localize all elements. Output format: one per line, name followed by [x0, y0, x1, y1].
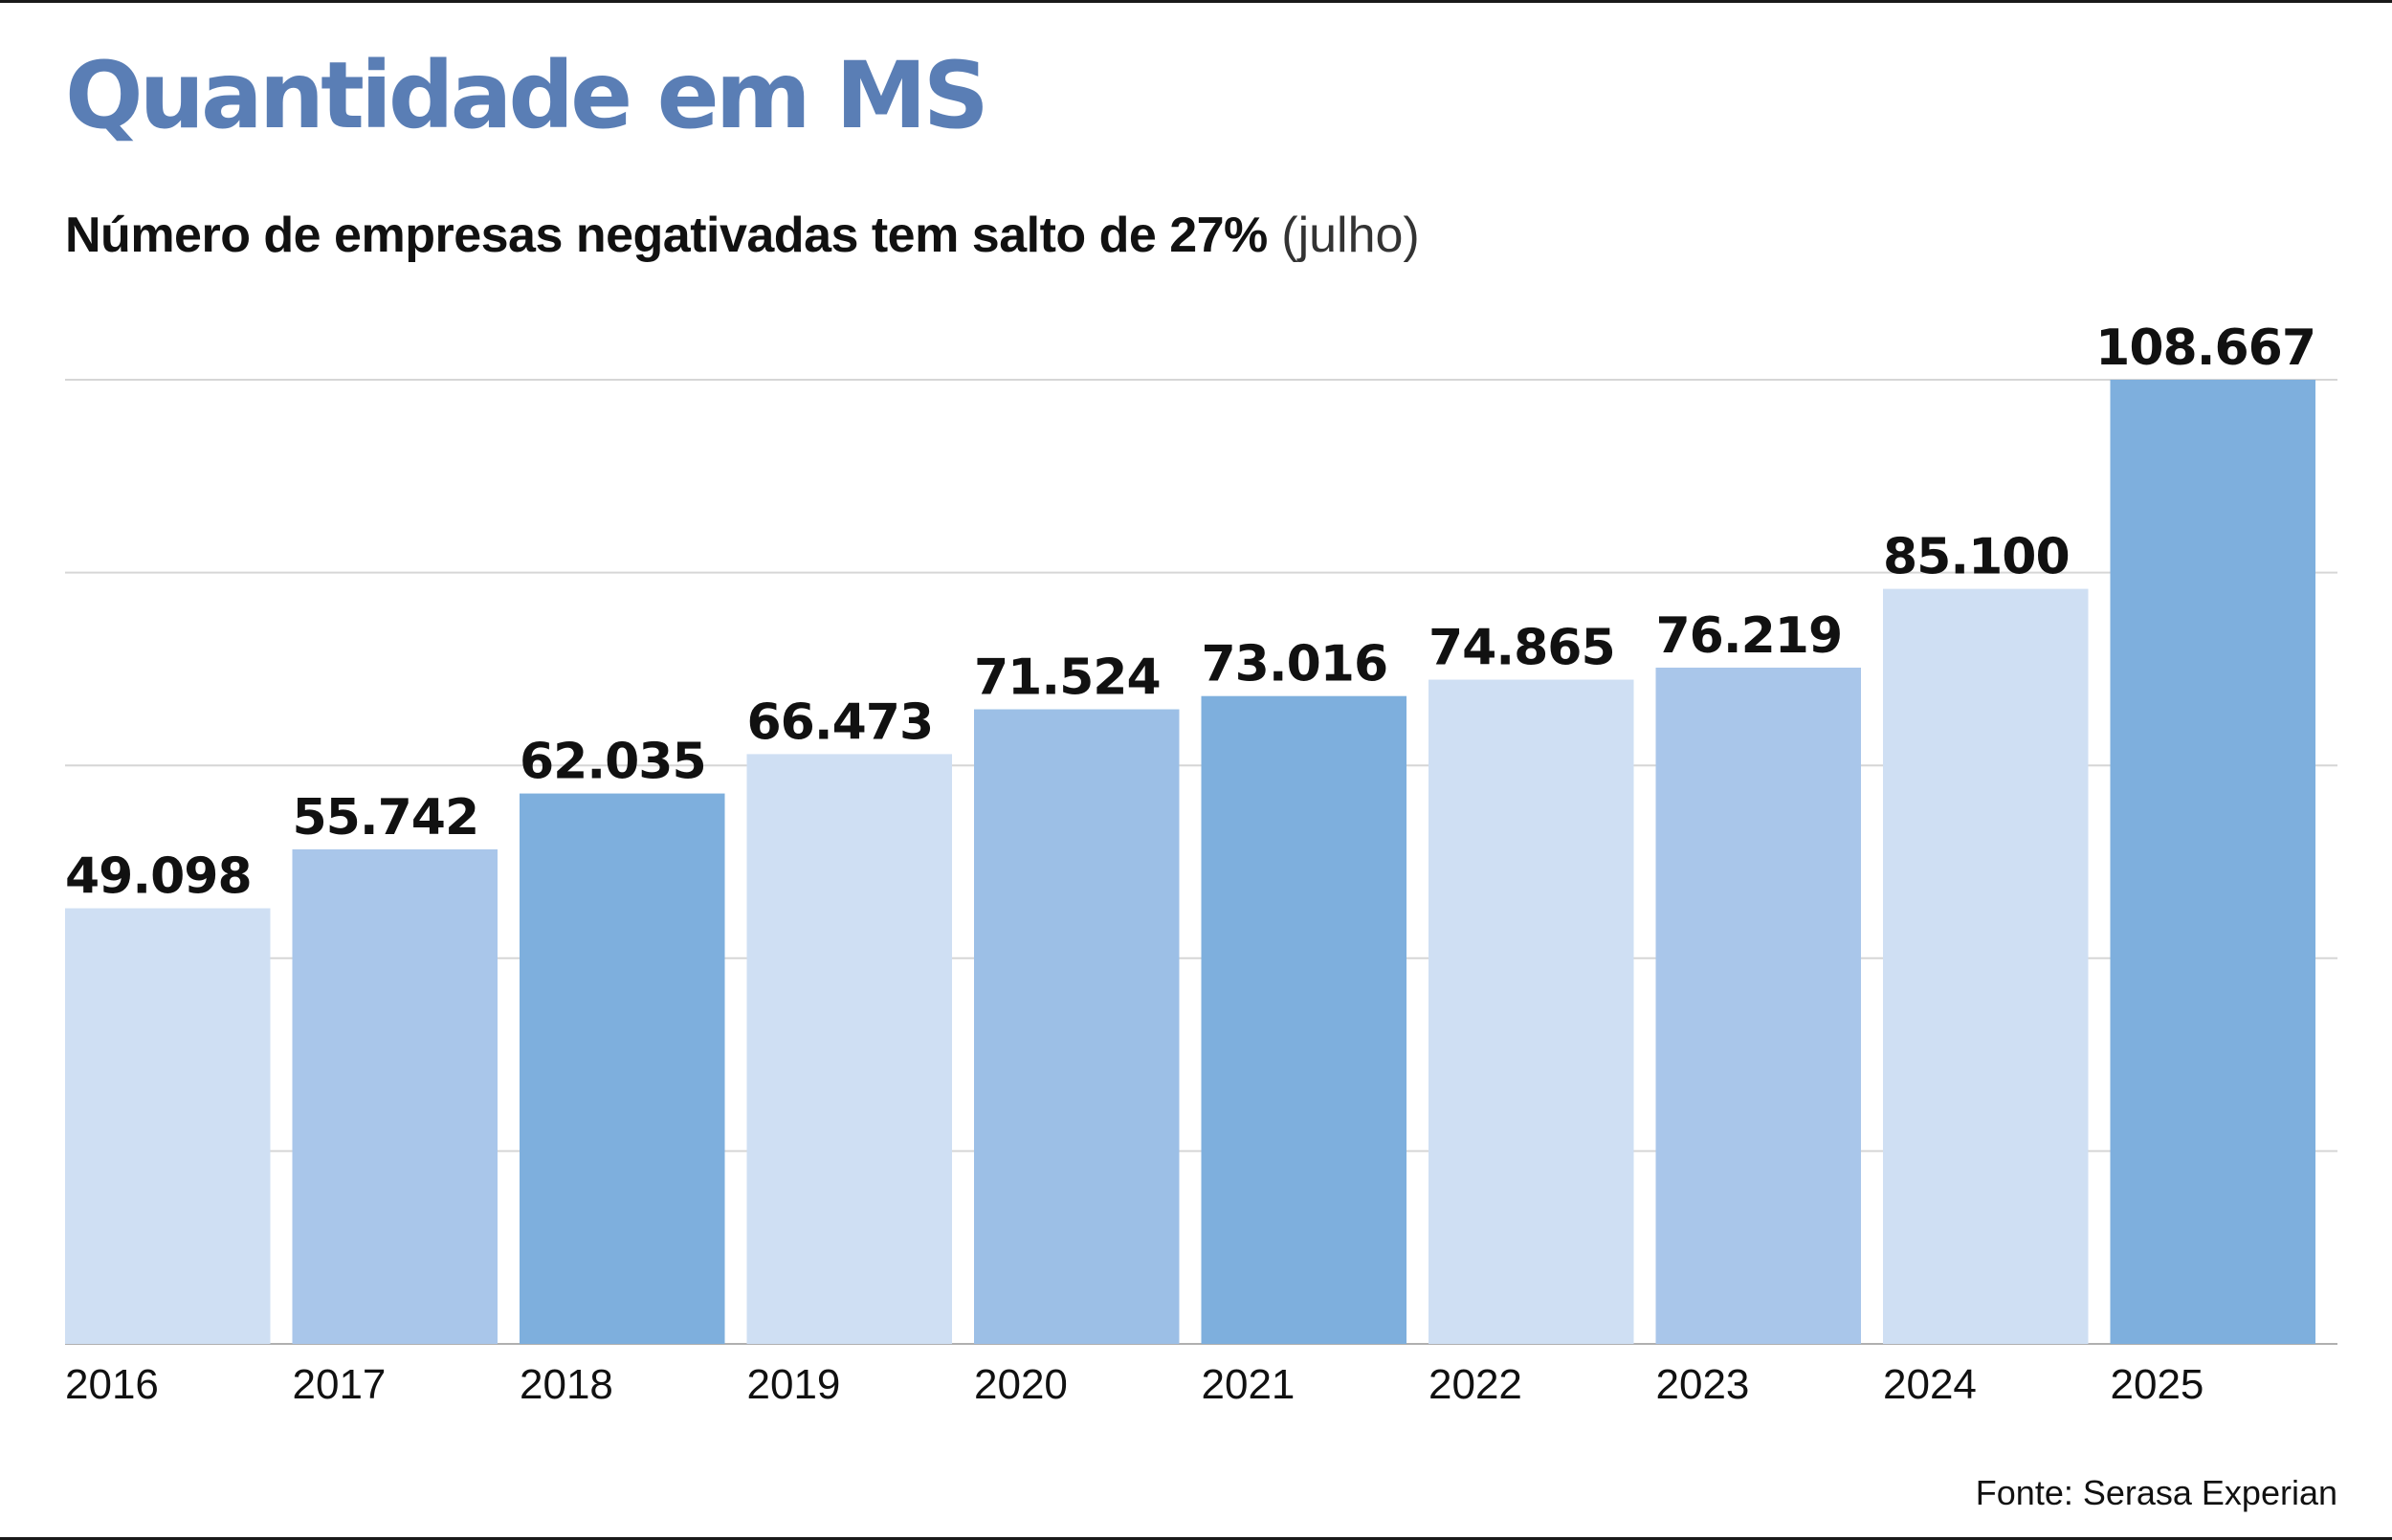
value-label-2024: 85.100	[1883, 529, 2070, 586]
x-tick-2025: 2025	[2111, 1361, 2204, 1408]
x-tick-2023: 2023	[1656, 1361, 1750, 1408]
value-label-2017: 55.742	[293, 789, 479, 847]
bar-2016	[65, 908, 271, 1344]
value-label-2021: 73.016	[1202, 636, 1388, 693]
x-tick-2022: 2022	[1429, 1361, 1522, 1408]
x-tick-2016: 2016	[65, 1361, 159, 1408]
source-note: Fonte: Serasa Experian	[1975, 1473, 2337, 1512]
bar-2024	[1883, 588, 2089, 1344]
value-label-2016: 49.098	[65, 848, 252, 906]
x-axis-ticks: 2016 2017 2018 2019 2020 2021 2022 2023 2024 2025	[65, 1361, 2204, 1408]
bar-2021	[1201, 695, 1406, 1344]
value-labels: 49.098 55.742 62.035 66.473 71.524 73.016 74.8…	[65, 319, 2316, 906]
bottom-rule	[0, 1537, 2392, 1540]
bars	[65, 380, 2315, 1344]
x-tick-2021: 2021	[1202, 1361, 1296, 1408]
chart-subtitle: Número de empresas negativadas tem salto…	[65, 206, 1420, 265]
value-label-2022: 74.865	[1429, 620, 1615, 677]
bar-2023	[1655, 667, 1861, 1344]
bar-2018	[520, 793, 725, 1344]
x-tick-2020: 2020	[974, 1361, 1068, 1408]
value-label-2025: 108.667	[2095, 319, 2315, 377]
value-label-2020: 71.524	[974, 649, 1161, 707]
subtitle-main: Número de empresas negativadas tem salto…	[65, 208, 1268, 263]
bar-2019	[746, 754, 952, 1344]
x-tick-2024: 2024	[1883, 1361, 1977, 1408]
bar-2022	[1429, 679, 1634, 1344]
top-rule	[0, 0, 2392, 3]
value-label-2018: 62.035	[520, 734, 706, 791]
chart-title: Quantidade em MS	[65, 42, 989, 149]
subtitle-note: (julho)	[1281, 208, 1420, 263]
value-label-2023: 76.219	[1656, 607, 1843, 665]
bar-2020	[974, 709, 1180, 1344]
value-label-2019: 66.473	[747, 693, 934, 751]
x-tick-2019: 2019	[747, 1361, 841, 1408]
x-tick-2017: 2017	[293, 1361, 387, 1408]
bar-2017	[292, 848, 498, 1344]
bar-2025	[2110, 380, 2315, 1344]
x-tick-2018: 2018	[520, 1361, 613, 1408]
